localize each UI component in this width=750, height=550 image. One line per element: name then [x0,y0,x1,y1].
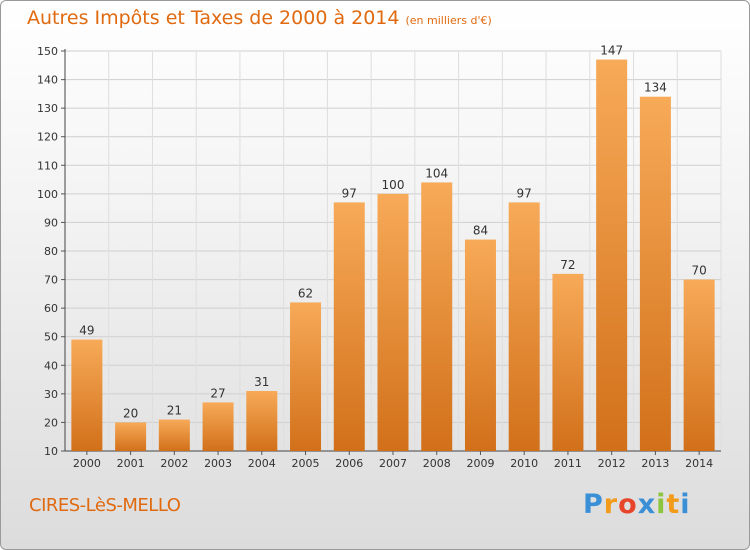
chart-title: Autres Impôts et Taxes de 2000 à 2014 (en… [27,7,492,29]
x-tick-label: 2008 [423,457,451,470]
y-tick-label: 40 [44,359,58,372]
bar [333,202,365,451]
logo-letter: i [656,489,667,520]
bar-value-label: 31 [254,375,269,389]
bar [290,302,322,451]
logo-letter: o [618,489,638,520]
chart-subtitle: (en milliers d'€) [405,14,492,27]
bar-value-label: 70 [691,264,706,278]
y-tick-label: 30 [44,388,58,401]
x-tick-label: 2003 [204,457,232,470]
proxiti-logo: Proxiti [583,489,691,520]
bars: 49 20 21 27 31 62 97 100 104 84 97 72 147 134 70 [71,44,715,451]
y-tick-label: 50 [44,331,58,344]
x-tick-label: 2006 [335,457,363,470]
bar-value-label: 20 [123,406,138,420]
y-tick-label: 100 [37,188,58,201]
bar-value-label: 72 [560,258,575,272]
y-tick-label: 110 [37,159,58,172]
logo-letter: r [603,489,619,520]
y-tick-label: 70 [44,274,58,287]
bar-value-label: 100 [382,178,405,192]
bar [71,339,103,451]
bar-value-label: 97 [342,186,357,200]
x-tick-label: 2001 [117,457,145,470]
x-tick-label: 2011 [554,457,582,470]
bar-value-label: 134 [644,81,667,95]
logo-letter: t [666,489,681,520]
y-tick-label: 80 [44,245,58,258]
bar [596,59,628,451]
bar [639,96,671,451]
bar [202,402,234,451]
bar-value-label: 62 [298,286,313,300]
bar [115,422,147,451]
bar [421,182,453,451]
x-tick-label: 2004 [248,457,276,470]
bar-value-label: 27 [210,386,225,400]
y-tick-label: 130 [37,102,58,115]
x-tick-label: 2000 [73,457,101,470]
y-tick-label: 140 [37,74,58,87]
bar-value-label: 104 [425,166,448,180]
bar [464,239,496,451]
y-tick-label: 60 [44,302,58,315]
x-tick-label: 2009 [466,457,494,470]
logo-letter: P [583,489,604,520]
bar-value-label: 84 [473,224,488,238]
x-tick-label: 2010 [510,457,538,470]
bar-value-label: 147 [600,44,623,58]
logo-letter: x [637,489,657,520]
bar [683,279,715,451]
x-tick-label: 2014 [685,457,713,470]
commune-name: CIRES-LèS-MELLO [29,495,181,516]
x-tick-label: 2005 [292,457,320,470]
bar [552,273,584,451]
bar-value-label: 49 [79,324,94,338]
logo-letter: i [680,489,691,520]
x-tick-label: 2002 [160,457,188,470]
bar [158,419,190,451]
y-tick-label: 150 [37,45,58,58]
chart-title-text: Autres Impôts et Taxes de 2000 à 2014 [27,7,400,29]
y-tick-label: 120 [37,131,58,144]
x-tick-label: 2013 [641,457,669,470]
bar-value-label: 21 [167,404,182,418]
bar [246,391,278,451]
bar [377,193,409,451]
x-tick-label: 2012 [598,457,626,470]
x-tick-label: 2007 [379,457,407,470]
y-tick-label: 20 [44,416,58,429]
axes: 10 20 30 40 50 60 70 80 90 100 110 120 130 140 150 2000… [37,45,721,470]
bar [508,202,540,451]
y-tick-label: 90 [44,216,58,229]
y-tick-label: 10 [44,445,58,458]
bar-value-label: 97 [517,186,532,200]
